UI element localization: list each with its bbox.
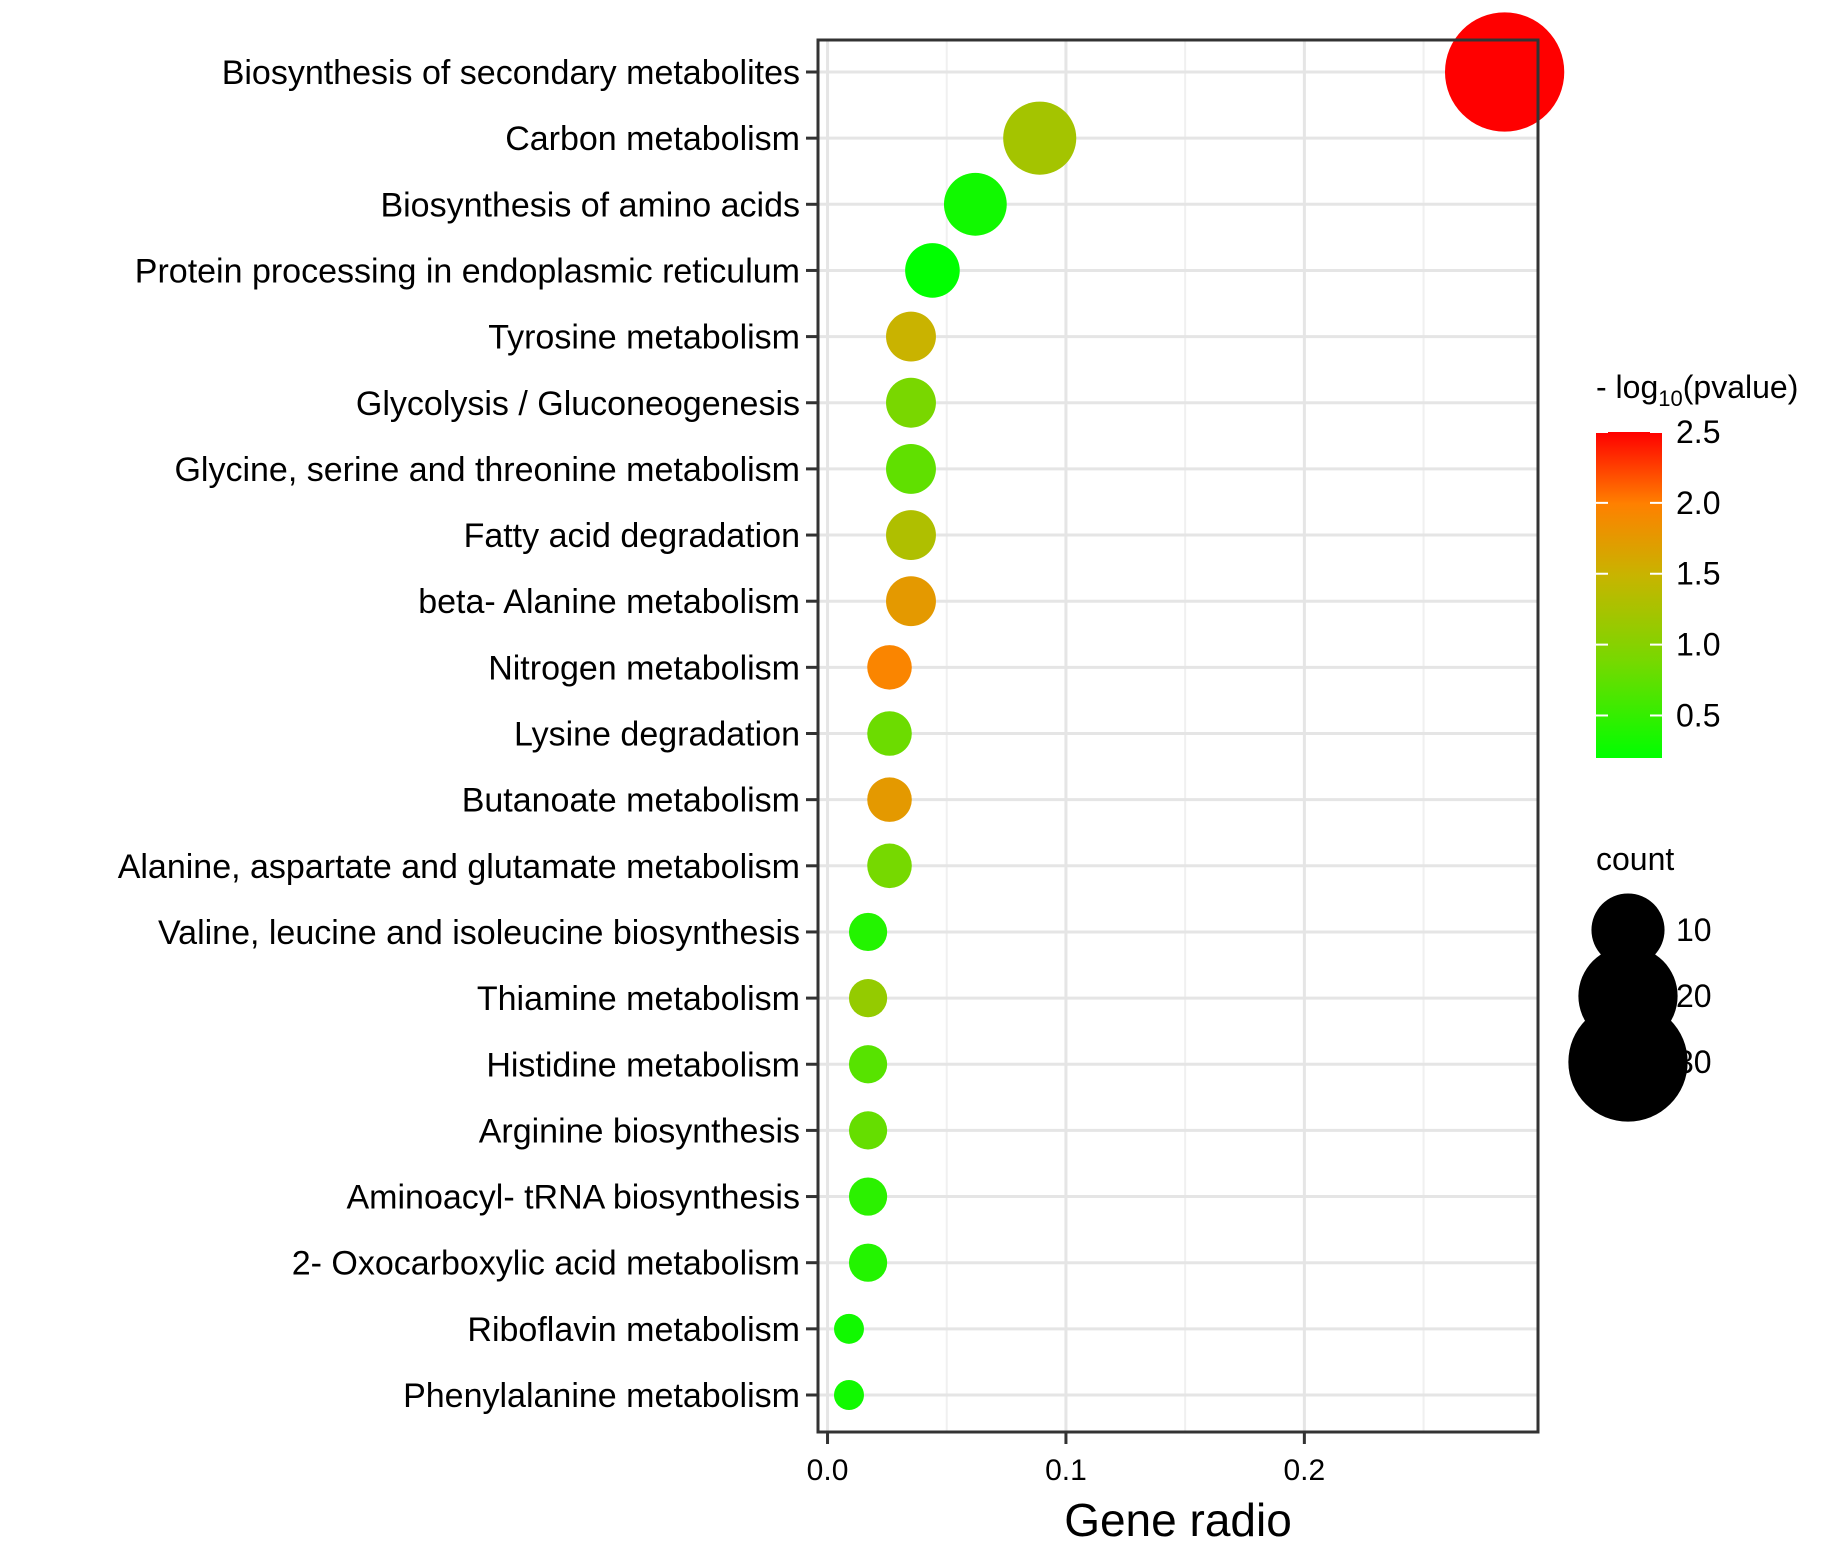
size-legend-dot (1568, 1002, 1688, 1122)
x-axis-title: Gene radio (1064, 1494, 1292, 1546)
color-legend: - log10(pvalue) 2.5 2.0 1.5 1.0 0.5 (1596, 369, 1798, 758)
size-legend-dot (1591, 893, 1665, 967)
y-tick-label: Phenylalanine metabolism (403, 1377, 800, 1415)
data-point (848, 978, 888, 1018)
data-point (867, 843, 912, 889)
data-point (886, 377, 936, 428)
size-legend-label: 20 (1676, 978, 1712, 1014)
y-tick-label: beta- Alanine metabolism (418, 583, 800, 621)
y-tick-label: Nitrogen metabolism (488, 649, 800, 687)
y-tick-label: 2- Oxocarboxylic acid metabolism (292, 1245, 800, 1283)
colorbar-ticks: 2.5 2.0 1.5 1.0 0.5 (1596, 414, 1720, 733)
data-point (1444, 12, 1565, 132)
y-tick-label: Valine, leucine and isoleucine biosynthe… (158, 914, 800, 952)
data-point (943, 172, 1007, 236)
size-legend: count 10 20 30 (1568, 841, 1712, 1122)
points-layer (834, 12, 1565, 1410)
y-tick-label: Lysine degradation (514, 716, 800, 754)
data-point (848, 1243, 888, 1282)
x-tick-label: 0.0 (807, 1454, 849, 1487)
size-legend-label: 10 (1676, 912, 1712, 948)
color-legend-title-subscript: 10 (1658, 386, 1682, 411)
data-point (867, 777, 912, 822)
data-point (886, 576, 936, 627)
colorbar-tick-label: 1.0 (1676, 627, 1720, 663)
y-tick-label: Alanine, aspartate and glutamate metabol… (118, 848, 800, 886)
panel-border (816, 38, 1540, 1434)
data-point (834, 1380, 864, 1410)
colorbar-tick-label: 2.5 (1676, 414, 1720, 450)
y-tick-label: Glycolysis / Gluconeogenesis (356, 385, 800, 423)
color-legend-title: - log10(pvalue) (1596, 369, 1798, 411)
y-tick-label: Tyrosine metabolism (488, 319, 800, 357)
data-point (867, 711, 912, 756)
size-legend-title: count (1596, 841, 1674, 877)
x-tick-label: 0.2 (1283, 1454, 1325, 1487)
y-tick-label: Biosynthesis of amino acids (380, 186, 800, 224)
y-tick-label: Glycine, serine and threonine metabolism (174, 451, 800, 489)
size-legend-label: 30 (1676, 1044, 1712, 1080)
color-legend-title-prefix: - log (1596, 369, 1658, 405)
data-point (886, 443, 936, 494)
colorbar-tick-label: 1.5 (1676, 556, 1720, 592)
data-point (867, 645, 912, 690)
x-axis: 0.0 0.1 0.2 (807, 1432, 1325, 1487)
grid-layer (818, 40, 1538, 1432)
y-tick-label: Carbon metabolism (505, 120, 800, 158)
data-point (848, 912, 888, 952)
colorbar-tick-label: 0.5 (1676, 697, 1720, 733)
data-point (834, 1313, 864, 1344)
colorbar-tick-label: 2.0 (1676, 485, 1720, 521)
data-point (905, 243, 960, 298)
colorbar (1596, 432, 1662, 758)
y-tick-label: Histidine metabolism (486, 1046, 800, 1084)
data-point (886, 311, 936, 362)
x-tick-label: 0.1 (1045, 1454, 1087, 1487)
y-tick-label: Aminoacyl- tRNA biosynthesis (346, 1179, 800, 1217)
data-point (848, 1177, 888, 1216)
y-axis: Biosynthesis of secondary metabolites Car… (118, 54, 818, 1415)
color-legend-title-suffix: (pvalue) (1683, 369, 1799, 405)
data-point (848, 1111, 888, 1150)
y-tick-label: Biosynthesis of secondary metabolites (222, 54, 800, 92)
data-point (886, 510, 936, 560)
y-tick-label: Arginine biosynthesis (479, 1112, 800, 1150)
y-tick-label: Fatty acid degradation (464, 517, 800, 555)
data-point (848, 1045, 888, 1084)
y-tick-label: Butanoate metabolism (462, 782, 800, 820)
y-tick-label: Thiamine metabolism (477, 980, 800, 1018)
y-tick-label: Protein processing in endoplasmic reticu… (135, 252, 800, 290)
size-legend-entries: 10 20 30 (1568, 893, 1712, 1122)
data-point (1003, 101, 1077, 175)
y-tick-label: Riboflavin metabolism (467, 1311, 800, 1349)
